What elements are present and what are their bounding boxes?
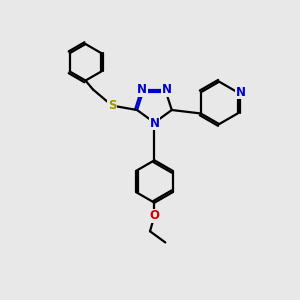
Text: S: S [108, 99, 116, 112]
Text: N: N [149, 117, 159, 130]
Text: N: N [236, 86, 245, 99]
Text: O: O [149, 209, 159, 223]
Text: N: N [162, 83, 172, 96]
Text: N: N [137, 83, 147, 96]
